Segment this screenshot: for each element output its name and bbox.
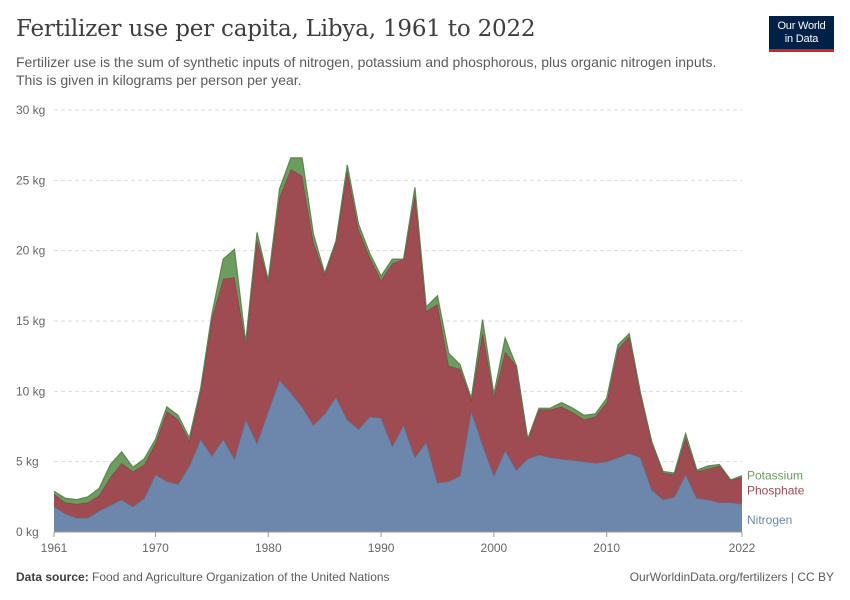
data-source: Data source: Food and Agriculture Organi… [16,570,390,584]
legend-label-nitrogen: Nitrogen [747,513,792,527]
footer-url-link[interactable]: OurWorldinData.org/fertilizers | CC BY [629,570,834,584]
x-tick-label: 2000 [481,541,508,555]
x-tick-label: 1961 [41,541,68,555]
owid-logo[interactable]: Our World in Data [769,16,834,52]
chart-subtitle: Fertilizer use is the sum of synthetic i… [16,54,717,88]
area-nitrogen [54,380,742,532]
y-tick-label: 25 kg [16,173,45,187]
x-tick-label: 1980 [255,541,282,555]
x-tick-label: 1990 [368,541,395,555]
y-tick-label: 5 kg [16,455,39,469]
logo-line-2: in Data [784,33,819,45]
y-tick-label: 0 kg [16,525,39,539]
legend-label-potassium: Potassium [747,469,803,483]
y-tick-label: 30 kg [16,103,45,117]
stacked-area-chart: 0 kg 5 kg 10 kg 15 kg 20 kg 25 kg 30 kg 1961 197… [16,103,805,555]
x-tick-label: 2022 [729,541,756,555]
y-tick-label: 20 kg [16,244,45,258]
x-tick-label: 1970 [142,541,169,555]
x-tick-label: 2010 [593,541,620,555]
legend-label-phosphate: Phosphate [747,484,805,498]
data-source-text: Food and Agriculture Organization of the… [92,570,390,584]
y-tick-label: 15 kg [16,314,45,328]
y-tick-label: 10 kg [16,384,45,398]
logo-line-1: Our World [777,20,826,32]
chart-title: Fertilizer use per capita, Libya, 1961 t… [16,16,536,42]
area-series [53,157,743,532]
area-line-potassium [53,157,743,501]
data-source-label: Data source: [16,570,89,584]
area-phosphate [54,169,742,518]
axes: 0 kg 5 kg 10 kg 15 kg 20 kg 25 kg 30 kg 1961 197… [16,103,756,555]
